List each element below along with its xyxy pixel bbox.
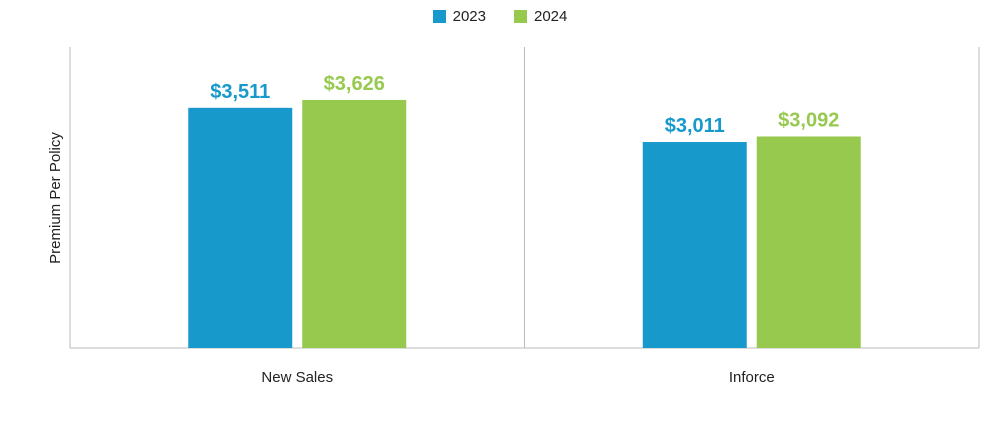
bar-2024-inforce — [756, 136, 861, 348]
data-label-2023-inforce: $3,011 — [665, 115, 725, 137]
legend: 2023 2024 — [0, 8, 1000, 25]
legend-label-2023: 2023 — [452, 8, 486, 25]
legend-swatch-2023 — [432, 10, 446, 23]
data-label-2024-inforce: $3,092 — [778, 109, 839, 131]
data-label-2024-new-sales: $3,626 — [324, 73, 385, 95]
legend-label-2024: 2024 — [534, 8, 568, 25]
bar-2023-new-sales — [188, 107, 293, 349]
legend-swatch-2024 — [514, 10, 527, 23]
data-label-2023-new-sales: $3,511 — [210, 81, 270, 103]
x-tick-label-inforce: Inforce — [729, 369, 775, 386]
bar-2023-inforce — [642, 142, 747, 348]
legend-item-2024: 2024 — [514, 8, 567, 25]
bar-2024-new-sales — [302, 99, 407, 348]
x-tick-label-new-sales: New Sales — [261, 369, 333, 386]
y-axis-label: Premium Per Policy — [47, 132, 64, 264]
legend-item-2023: 2023 — [432, 8, 486, 25]
